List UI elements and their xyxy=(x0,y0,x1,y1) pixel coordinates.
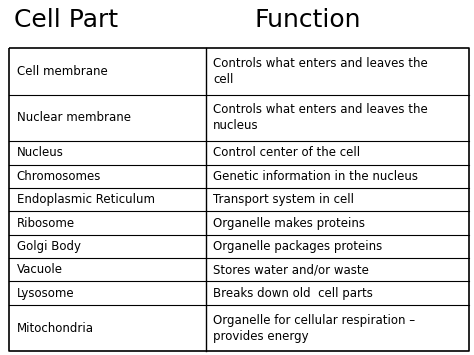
Text: Organelle packages proteins: Organelle packages proteins xyxy=(213,240,383,253)
Text: Controls what enters and leaves the
cell: Controls what enters and leaves the cell xyxy=(213,57,428,86)
Text: Mitochondria: Mitochondria xyxy=(17,322,93,335)
Text: Cell Part: Cell Part xyxy=(14,7,118,32)
Text: Control center of the cell: Control center of the cell xyxy=(213,147,360,159)
Text: Transport system in cell: Transport system in cell xyxy=(213,193,354,206)
Text: Breaks down old  cell parts: Breaks down old cell parts xyxy=(213,286,373,300)
Text: Golgi Body: Golgi Body xyxy=(17,240,81,253)
Text: Organelle for cellular respiration –
provides energy: Organelle for cellular respiration – pro… xyxy=(213,313,415,343)
Text: Nuclear membrane: Nuclear membrane xyxy=(17,111,131,125)
Text: Function: Function xyxy=(255,7,361,32)
Text: Vacuole: Vacuole xyxy=(17,263,63,276)
Text: Lysosome: Lysosome xyxy=(17,286,74,300)
Text: Chromosomes: Chromosomes xyxy=(17,170,101,183)
Text: Controls what enters and leaves the
nucleus: Controls what enters and leaves the nucl… xyxy=(213,103,428,132)
Text: Genetic information in the nucleus: Genetic information in the nucleus xyxy=(213,170,418,183)
Text: Organelle makes proteins: Organelle makes proteins xyxy=(213,217,365,230)
Text: Nucleus: Nucleus xyxy=(17,147,64,159)
Text: Endoplasmic Reticulum: Endoplasmic Reticulum xyxy=(17,193,155,206)
Text: Ribosome: Ribosome xyxy=(17,217,75,230)
Text: Stores water and/or waste: Stores water and/or waste xyxy=(213,263,369,276)
Text: Cell membrane: Cell membrane xyxy=(17,65,107,78)
